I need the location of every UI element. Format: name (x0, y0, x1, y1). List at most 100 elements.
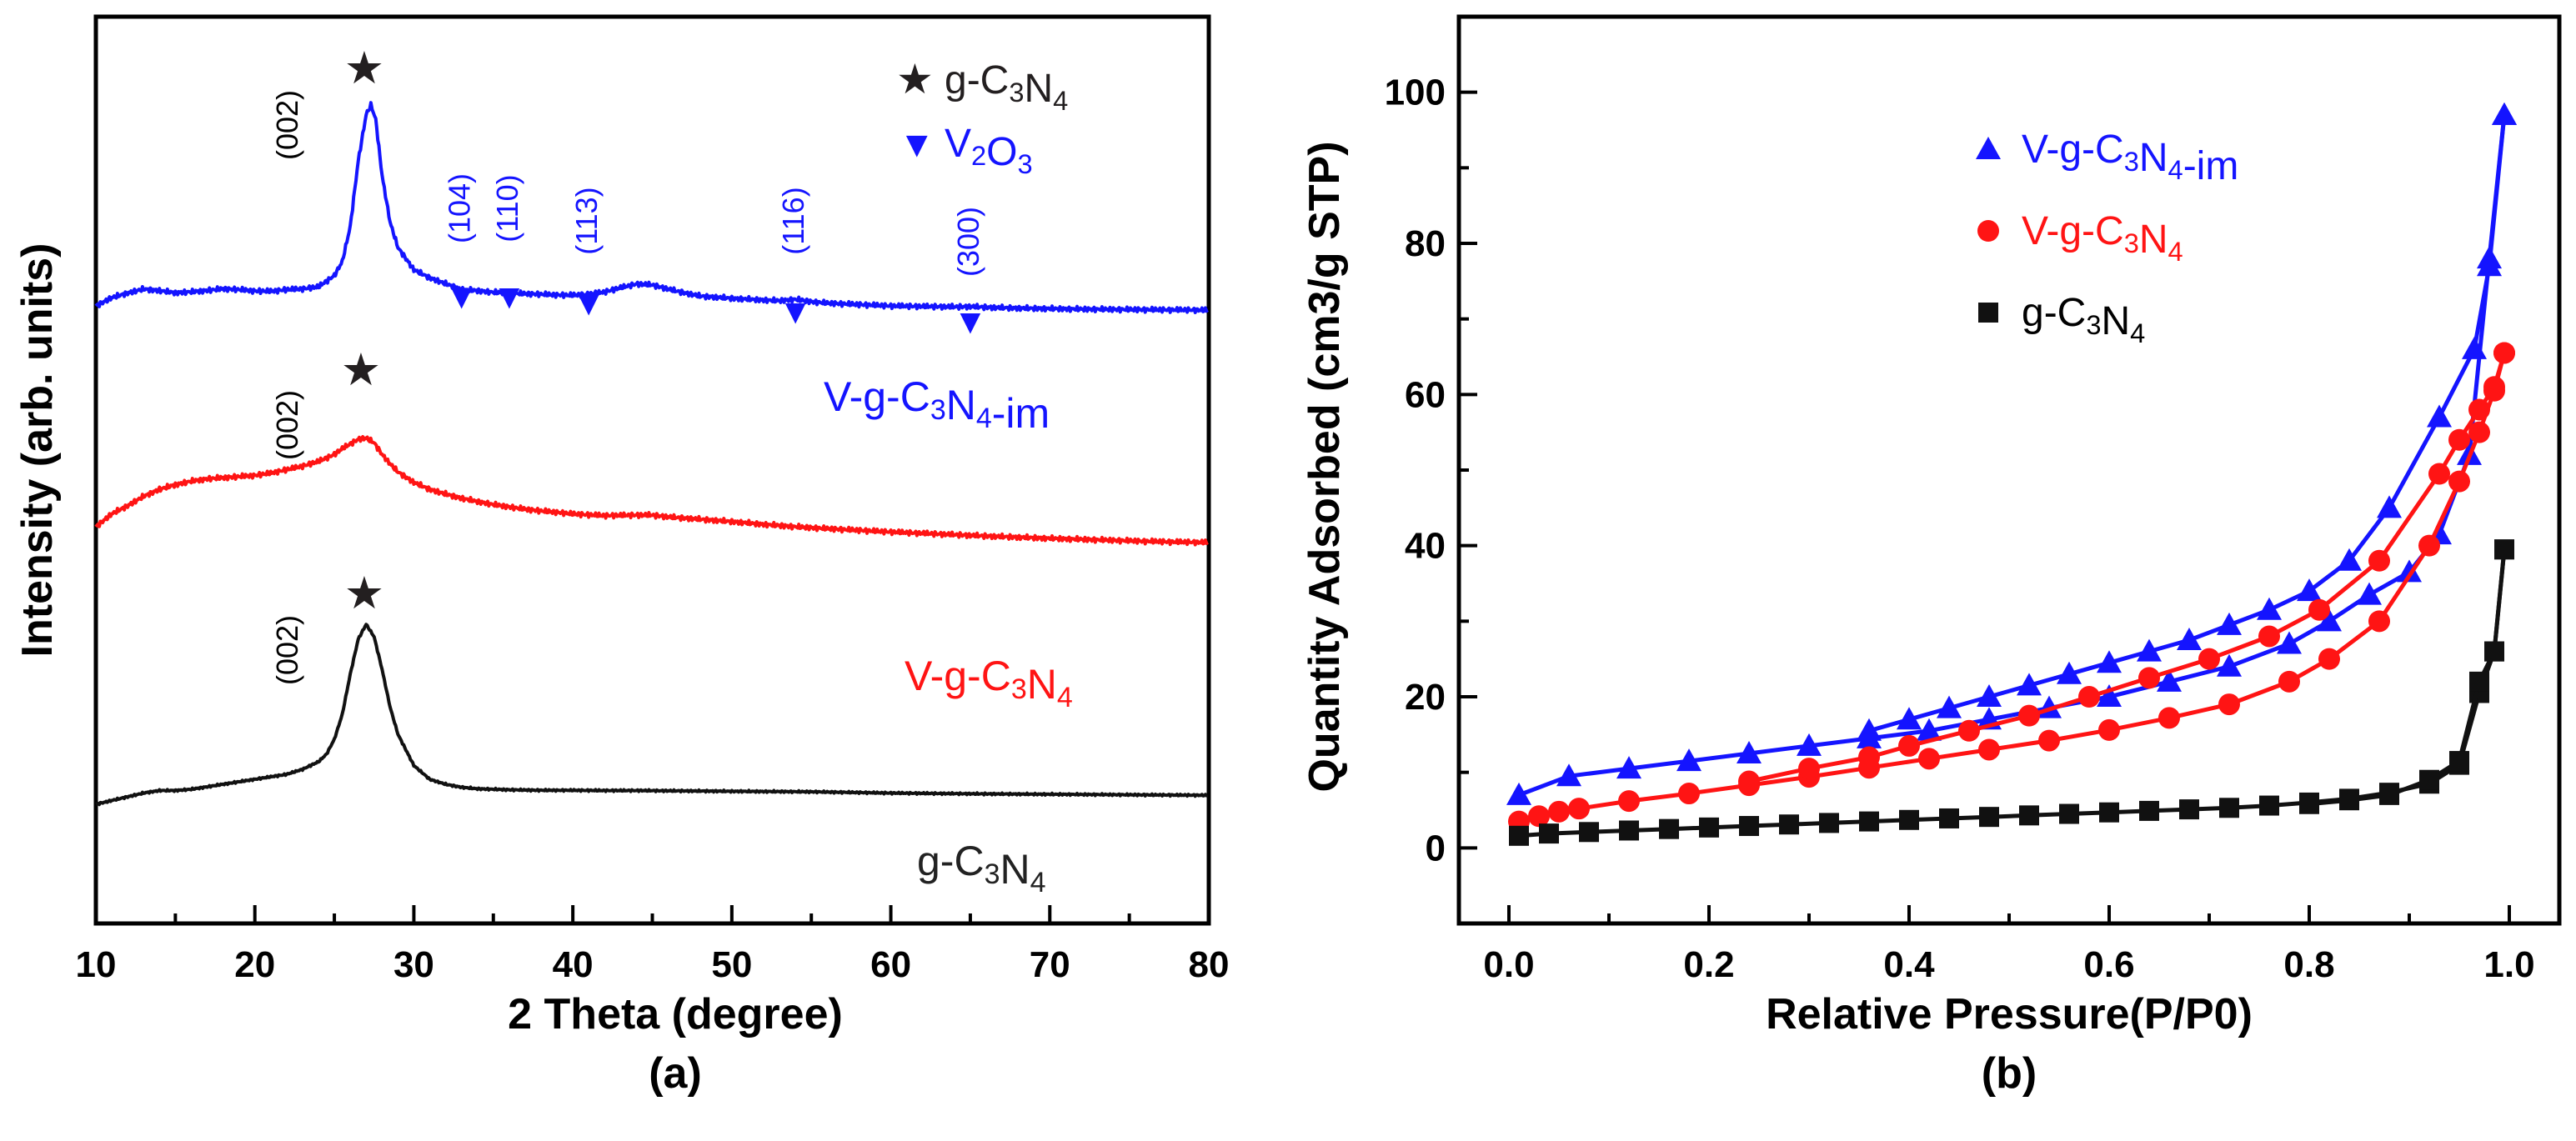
panel-a-xrd: 10 20 30 40 50 60 70 80 ★ ★ ★ (002) (002) (002) ▼ (104… (13, 14, 1230, 1098)
data-point-triangle (2317, 608, 2342, 632)
data-point-circle (2468, 398, 2490, 421)
data-point-circle (2258, 625, 2280, 648)
data-point-circle (2368, 549, 2390, 572)
data-point-square (1979, 807, 1999, 828)
legend-label: V-g-C3N4-im (2022, 128, 2238, 188)
data-point-triangle (2097, 684, 2122, 707)
panel-a-y-title: Intensity (arb. units) (13, 243, 62, 658)
x-tick-label: 0.2 (1683, 944, 1734, 985)
data-point-square (2179, 799, 2199, 820)
data-point-triangle (2397, 559, 2422, 583)
data-point-circle (1548, 800, 1570, 823)
legend-v2o3-label: V2O3 (945, 122, 1033, 179)
data-point-triangle (2177, 628, 2202, 650)
data-point-triangle (2427, 404, 2452, 428)
xrd-curve-1 (94, 435, 1209, 547)
v2o3-peak-label: (116) (776, 187, 810, 254)
data-point-square (2484, 641, 2504, 662)
y-tick-label: 100 (1385, 73, 1446, 113)
v2o3-peak-marker: ▼ (778, 292, 813, 331)
v2o3-peak-marker: ▼ (492, 277, 527, 316)
data-point-square (2219, 798, 2239, 818)
y-tick-label: 40 (1405, 526, 1446, 567)
panel-a-caption: (a) (649, 1049, 702, 1098)
data-point-square (2139, 800, 2159, 821)
peak-star-marker: ★ (344, 43, 384, 93)
curve-label-gc3n4: g-C3N4 (917, 838, 1046, 898)
x-tick-label: 80 (1189, 944, 1230, 985)
data-point-circle (2198, 648, 2220, 670)
data-point-square (1659, 818, 1679, 839)
panel-b-y-title: Quantity Adsorbed (cm3/g STP) (1301, 141, 1349, 792)
data-point-circle (2428, 463, 2450, 485)
data-point-square (1859, 811, 1879, 832)
x-tick-label: 0.6 (2083, 944, 2134, 985)
x-tick-label: 0.8 (2283, 944, 2334, 985)
panel-b-legend: V-g-C3N4-im V-g-C3N4 g-C3N4 (1976, 128, 2238, 348)
v2o3-peak-marker: ▼ (571, 283, 606, 323)
legend-label: V-g-C3N4 (2022, 209, 2183, 267)
isotherm-line (1518, 114, 2507, 798)
data-point-triangle (2157, 668, 2182, 692)
data-point-square (2379, 784, 2399, 805)
peak-star-marker: ★ (344, 568, 384, 618)
data-point-triangle (2057, 661, 2082, 684)
data-point-triangle (2297, 578, 2322, 602)
data-point-circle (2448, 470, 2470, 493)
data-point-circle (1618, 790, 1640, 813)
data-point-triangle (1977, 684, 2002, 707)
panel-a-x-title: 2 Theta (degree) (508, 990, 843, 1038)
data-point-circle (1898, 734, 1920, 757)
panel-b-x-title: Relative Pressure(P/P0) (1766, 990, 2253, 1038)
v2o3-peak-marker: ▼ (444, 277, 479, 316)
legend-triangle-icon: ▼ (899, 124, 935, 165)
data-point-square (1899, 809, 1919, 830)
data-point-square (1619, 820, 1639, 841)
v2o3-peak-label: (104) (443, 173, 477, 243)
data-point-square (1739, 816, 1759, 837)
panel-a-x-ticks: 10 20 30 40 50 60 70 80 (76, 905, 1230, 985)
y-tick-label: 80 (1405, 223, 1446, 264)
x-tick-label: 40 (553, 944, 594, 985)
data-point-square (1939, 808, 1959, 828)
panel-a-frame (93, 14, 1211, 926)
data-point-triangle (2217, 653, 2242, 677)
data-point-square (1779, 814, 1799, 835)
legend-gc3n4-label: g-C3N4 (945, 58, 1068, 116)
data-point-square (1509, 825, 1529, 846)
data-point-circle (2018, 704, 2040, 727)
data-point-circle (2483, 376, 2505, 398)
data-point-triangle (2277, 631, 2302, 654)
data-point-square (2059, 803, 2079, 824)
y-tick-label: 60 (1405, 374, 1446, 415)
data-point-triangle (1676, 748, 1701, 772)
data-point-triangle (2477, 253, 2502, 277)
peak-label-002: (002) (270, 390, 304, 460)
data-point-square (2099, 802, 2119, 823)
data-point-circle (2218, 693, 2240, 716)
data-point-circle (1978, 738, 2000, 761)
data-point-square (2494, 539, 2514, 560)
data-point-triangle (1917, 718, 1942, 741)
data-point-triangle (2492, 102, 2517, 125)
data-point-square (1539, 823, 1559, 844)
peak-label-002: (002) (270, 90, 304, 160)
data-point-circle (2448, 428, 2470, 451)
data-point-square (2339, 790, 2359, 811)
v2o3-peak-marker: ▼ (953, 302, 988, 341)
panel-b-curves (1506, 102, 2517, 846)
data-point-circle (2308, 598, 2330, 621)
peak-star-marker: ★ (341, 345, 381, 395)
x-tick-label: 0.0 (1483, 944, 1534, 985)
panel-b-caption: (b) (1982, 1049, 2037, 1098)
data-point-circle (2138, 667, 2160, 689)
data-point-circle (1568, 798, 1590, 820)
data-point-square (1579, 822, 1599, 843)
v2o3-peak-label: (110) (490, 174, 524, 242)
v2o3-peak-label: (300) (951, 207, 985, 277)
data-point-circle (2158, 707, 2180, 729)
data-point-triangle (1616, 756, 1641, 779)
data-point-triangle (2357, 582, 2382, 605)
data-point-square (2259, 795, 2279, 816)
